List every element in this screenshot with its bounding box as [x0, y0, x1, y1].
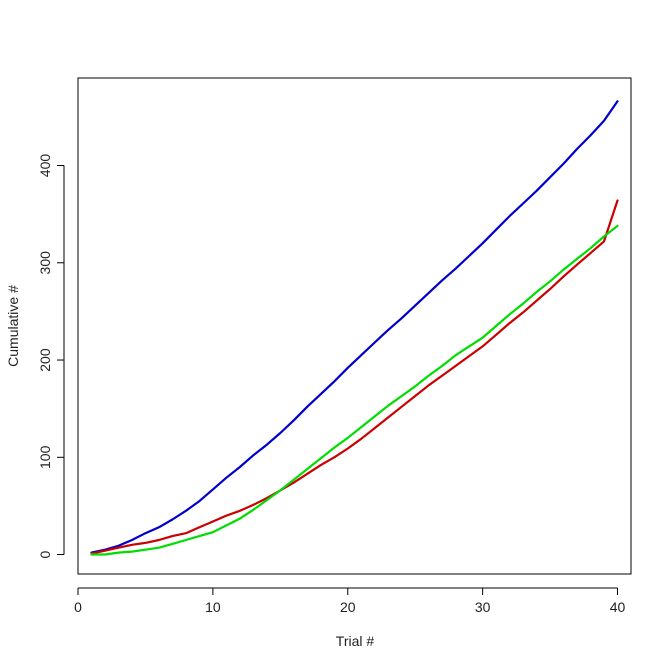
plot-frame: [77, 77, 632, 575]
x-tick-label: 0: [74, 599, 82, 615]
series-line-3: [90, 224, 619, 556]
y-axis-title: Cumulative #: [5, 285, 21, 367]
x-axis: 0 10 20 30 40: [74, 587, 626, 615]
y-axis: 0 100 200 300 400: [37, 154, 65, 558]
series-layer: [90, 100, 619, 556]
x-axis-title: Trial #: [336, 633, 375, 649]
y-tick-label: 200: [37, 348, 53, 372]
y-tick-label: 400: [37, 154, 53, 178]
y-tick-label: 100: [37, 445, 53, 469]
x-tick-label: 20: [340, 599, 356, 615]
x-tick-label: 10: [205, 599, 221, 615]
series-line-2: [90, 199, 619, 555]
y-tick-label: 300: [37, 251, 53, 275]
x-tick-label: 40: [610, 599, 626, 615]
y-tick-label: 0: [37, 550, 53, 558]
x-tick-label: 30: [475, 599, 491, 615]
series-line-1: [90, 100, 619, 554]
